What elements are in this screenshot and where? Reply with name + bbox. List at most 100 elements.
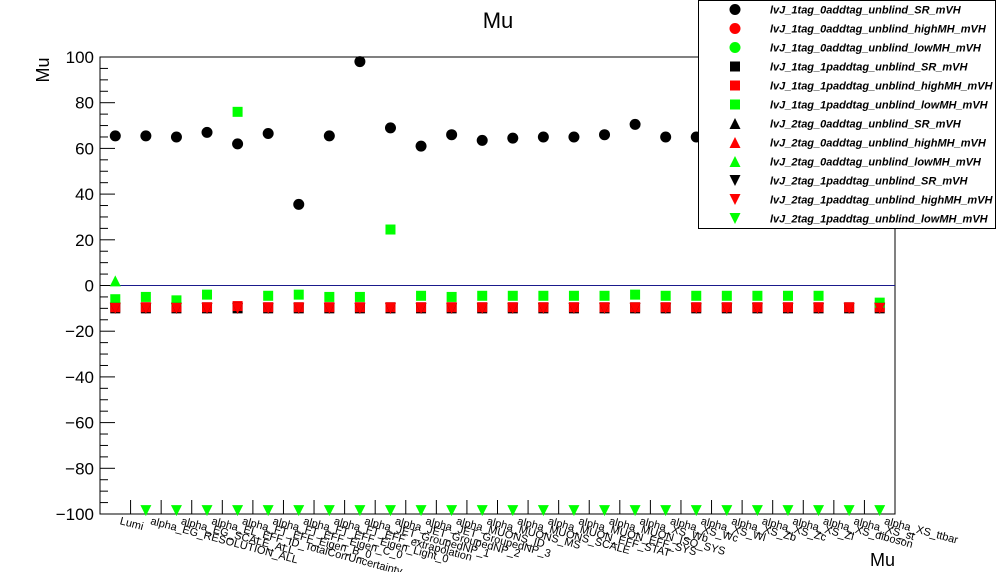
data-point (201, 505, 213, 517)
data-point (476, 302, 488, 314)
data-point (538, 290, 549, 301)
data-point (415, 505, 427, 517)
y-tick-label: −100 (56, 505, 94, 524)
y-tick-label: 20 (75, 231, 94, 250)
legend-marker (730, 99, 740, 110)
legend-marker (729, 23, 741, 34)
legend-marker (729, 118, 741, 129)
y-tick-label: −80 (65, 459, 94, 478)
legend-marker (729, 137, 741, 148)
data-point (384, 505, 396, 517)
data-point (751, 505, 763, 517)
legend-marker (729, 175, 741, 186)
legend-entry: lvJ_2tag_0addtag_unblind_highMH_mVH (770, 138, 987, 150)
data-point (813, 505, 825, 517)
data-point (262, 128, 274, 140)
data-point (599, 505, 611, 517)
data-point (171, 295, 182, 306)
legend-entry: lvJ_1tag_1paddtag_unblind_SR_mVH (770, 62, 968, 74)
data-point (384, 122, 396, 134)
data-point (721, 505, 733, 517)
data-point (323, 505, 335, 517)
data-point (599, 129, 611, 141)
data-point (109, 130, 121, 142)
data-point (568, 505, 580, 517)
data-point (262, 302, 274, 314)
y-tick-label: 80 (75, 94, 94, 113)
data-point (416, 290, 427, 301)
data-point (323, 302, 335, 314)
data-point (751, 302, 763, 314)
data-point (446, 505, 458, 517)
legend-marker (729, 194, 741, 205)
data-point (415, 302, 427, 314)
data-point (507, 505, 519, 517)
data-point (384, 302, 396, 314)
axes (99, 56, 896, 515)
data-point (170, 505, 182, 517)
data-point (507, 302, 519, 314)
data-point (568, 131, 580, 143)
data-point (385, 224, 396, 235)
legend-entry: lvJ_2tag_0addtag_unblind_lowMH_mVH (770, 157, 982, 169)
data-point (262, 505, 274, 517)
y-axis-label: Mu (33, 57, 53, 82)
data-point (690, 505, 702, 517)
data-point (293, 198, 305, 210)
legend-marker (729, 156, 741, 167)
data-point (476, 134, 488, 146)
x-axis-label: Mu (870, 550, 895, 570)
data-point (354, 505, 366, 517)
legend-entry: lvJ_2tag_1paddtag_unblind_lowMH_mVH (770, 214, 989, 226)
data-point (446, 302, 458, 314)
data-point (354, 302, 366, 314)
data-point (874, 505, 886, 517)
data-point (477, 290, 488, 301)
data-point (660, 505, 672, 517)
data-point (690, 302, 702, 314)
data-point (201, 302, 213, 314)
data-point (293, 302, 305, 314)
data-point (660, 131, 672, 143)
data-point (476, 505, 488, 517)
data-point (629, 505, 641, 517)
data-point (446, 291, 457, 302)
data-point (874, 302, 886, 314)
data-point (630, 289, 641, 300)
y-tick-label: −40 (65, 368, 94, 387)
data-point (813, 302, 825, 314)
data-point (140, 302, 152, 314)
data-point (568, 302, 580, 314)
data-point (232, 302, 244, 314)
data-point (140, 291, 151, 302)
data-point (691, 290, 702, 301)
legend-entry: lvJ_1tag_0addtag_unblind_highMH_mVH (770, 24, 987, 36)
legend: lvJ_1tag_0addtag_unblind_SR_mVH lvJ_1tag_… (698, 0, 996, 229)
legend-marker (730, 61, 740, 72)
y-tick-label: 60 (75, 139, 94, 158)
data-point (232, 106, 243, 117)
data-point (415, 140, 427, 152)
legend-entry: lvJ_1tag_1paddtag_unblind_highMH_mVH (770, 81, 994, 93)
data-point (629, 118, 641, 130)
data-point (232, 138, 244, 150)
data-point (660, 290, 671, 301)
data-point (599, 290, 610, 301)
data-point (537, 131, 549, 143)
data-point (843, 505, 855, 517)
legend-entry: lvJ_1tag_0addtag_unblind_lowMH_mVH (770, 43, 982, 55)
y-tick-label: 0 (85, 277, 94, 296)
data-point (782, 290, 793, 301)
data-point (293, 289, 304, 300)
data-point (782, 302, 794, 314)
legend-marker (730, 80, 740, 91)
data-point (660, 302, 672, 314)
legend-entry: lvJ_1tag_0addtag_unblind_SR_mVH (770, 5, 962, 17)
data-point (354, 56, 366, 68)
data-point (446, 129, 458, 141)
data-point (232, 505, 244, 517)
legend-entry: lvJ_2tag_0addtag_unblind_SR_mVH (770, 119, 962, 131)
x-tick-label: Lumi (119, 515, 145, 533)
